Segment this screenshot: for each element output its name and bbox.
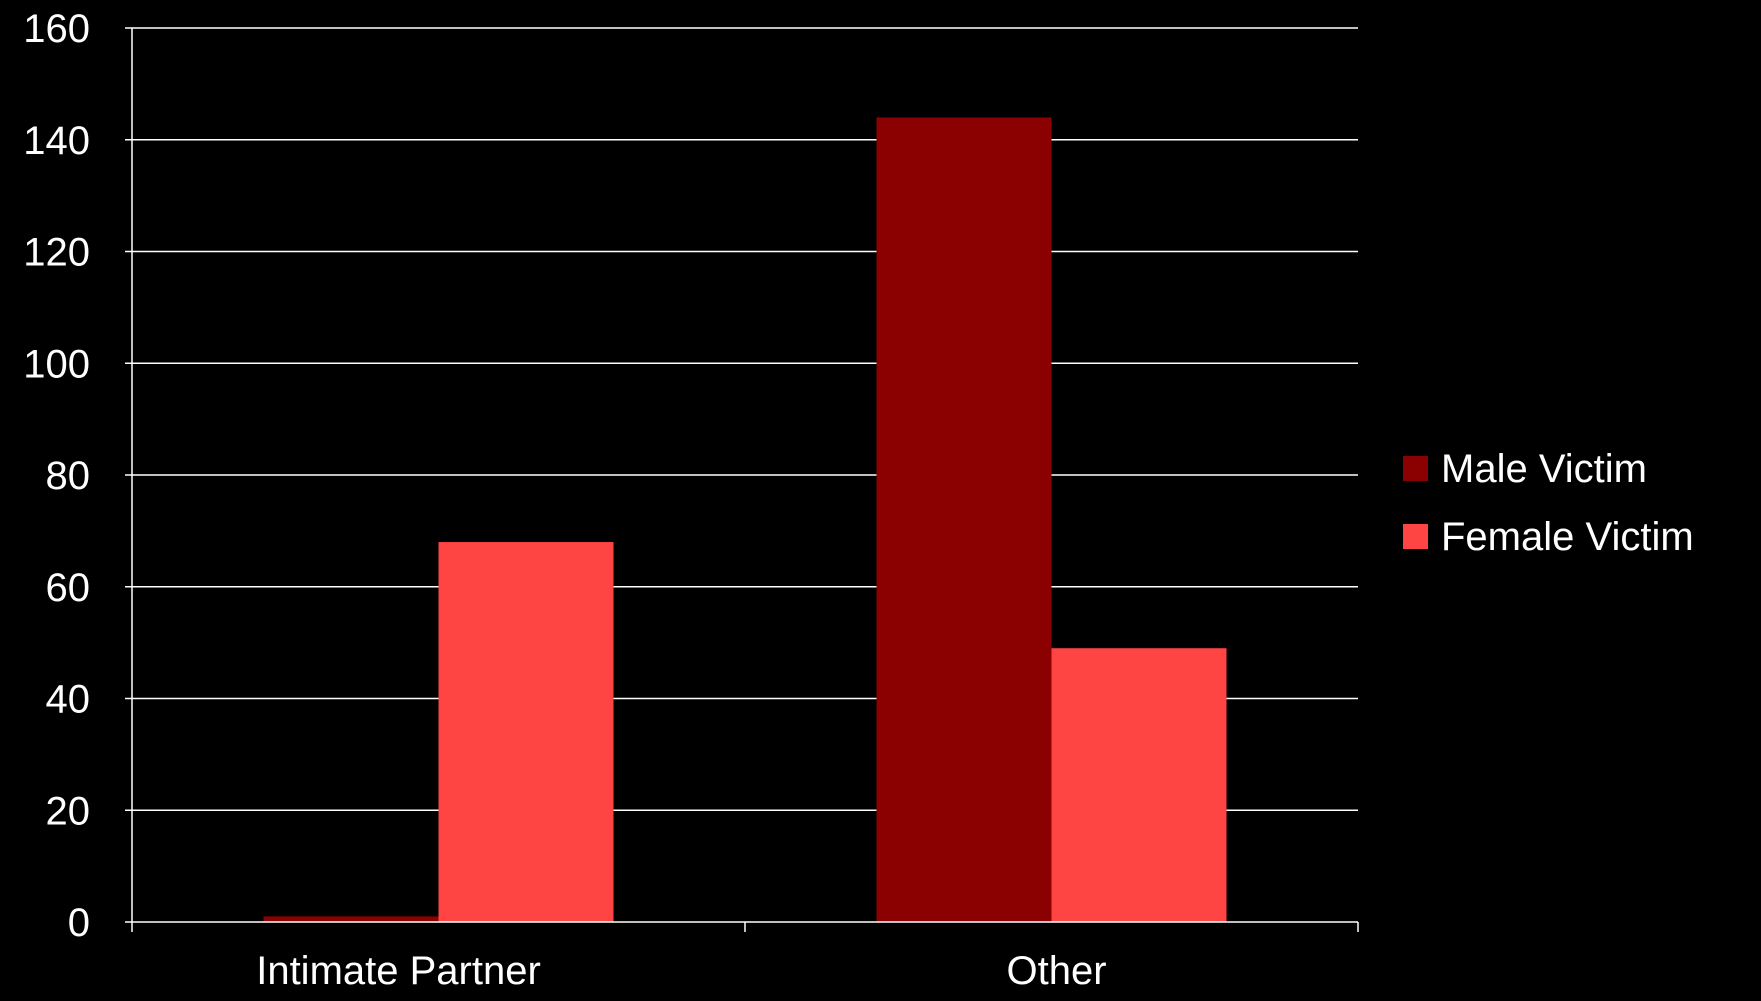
y-tick-label: 140: [23, 119, 90, 163]
gridlines: [132, 27, 1358, 811]
x-tick-label: Intimate Partner: [256, 949, 541, 993]
bar-female-victim-intimate-partner: [438, 542, 614, 922]
y-tick-label: 80: [46, 454, 91, 498]
bar-female-victim-other: [1051, 648, 1227, 922]
legend-label: Male Victim: [1441, 447, 1647, 491]
bar-male-victim-other: [876, 117, 1052, 922]
y-tick-label: 0: [68, 901, 90, 945]
legend-swatch: [1403, 456, 1428, 481]
y-tick-label: 60: [46, 566, 91, 610]
legend-swatch: [1403, 524, 1428, 549]
bar-male-victim-intimate-partner: [263, 916, 439, 922]
y-tick-labels: 0 20 40 60 80 100 120 140 160: [23, 7, 90, 945]
y-tick-label: 100: [23, 342, 90, 386]
y-tick-label: 160: [23, 7, 90, 51]
legend: Male Victim Female Victim: [1403, 447, 1694, 559]
bars: [263, 117, 1227, 922]
x-tick-label: Other: [1006, 949, 1106, 993]
y-tick-label: 40: [46, 678, 91, 722]
axes: [125, 27, 1359, 932]
x-tick-labels: Intimate Partner Other: [256, 949, 1106, 993]
legend-label: Female Victim: [1441, 515, 1694, 559]
y-tick-label: 120: [23, 231, 90, 275]
y-tick-label: 20: [46, 789, 91, 833]
